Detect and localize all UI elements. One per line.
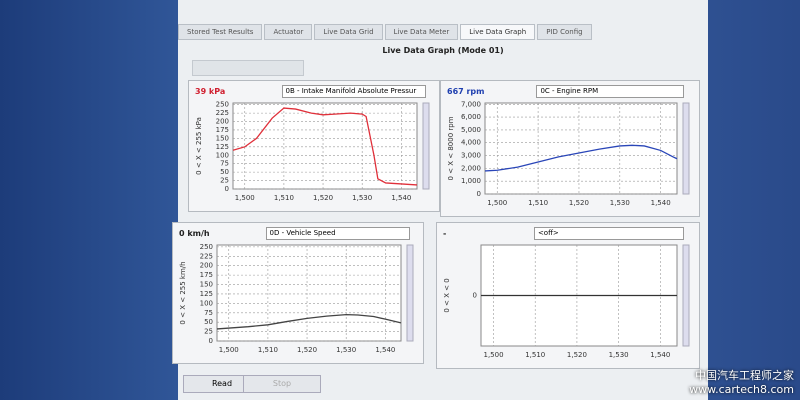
- y-tick-label: 200: [200, 262, 213, 270]
- y-tick-label: 6,000: [461, 113, 481, 121]
- toolbar: [192, 60, 304, 76]
- scrollbar: [406, 244, 414, 342]
- x-tick-label: 1,510: [274, 194, 294, 202]
- y-tick-label: 225: [216, 109, 229, 117]
- x-tick-label: 1,510: [525, 351, 545, 359]
- y-tick-label: 25: [220, 177, 229, 185]
- graph: 0 < X < 8000 rpm 0 1,000 2,000 3,000 4,000 5,0…: [447, 100, 690, 207]
- y-tick-label: 125: [200, 290, 213, 298]
- graph: 0 < X < 255 kPa 0255075100125150175200225…: [195, 101, 430, 202]
- y-tick-label: 250: [200, 243, 213, 251]
- x-tick-label: 1,520: [569, 199, 589, 207]
- x-tick-label: 1,530: [609, 351, 629, 359]
- y-tick-label: 225: [200, 252, 213, 260]
- x-tick-label: 1,540: [375, 346, 395, 354]
- x-tick-label: 1,520: [567, 351, 587, 359]
- x-tick-label: 1,510: [258, 346, 278, 354]
- x-tick-label: 1,520: [297, 346, 317, 354]
- watermark: 中国汽车工程师之家 www.cartech8.com: [689, 367, 794, 396]
- tab[interactable]: Actuator: [264, 24, 313, 40]
- x-tick-label: 1,510: [528, 199, 548, 207]
- x-tick-label: 1,500: [219, 346, 239, 354]
- y-tick-label: 175: [200, 271, 213, 279]
- tab-bar: Stored Test Results Actuator Live Data G…: [178, 24, 708, 40]
- y-tick-label: 100: [200, 299, 213, 307]
- reading: 0 km/h: [179, 229, 210, 238]
- pid-selector[interactable]: 0C - Engine RPM: [536, 85, 685, 98]
- reading: 667 rpm: [447, 87, 485, 96]
- scrollbar: [422, 102, 430, 190]
- y-tick-label: 0: [473, 292, 477, 300]
- y-tick-label: 250: [216, 101, 229, 109]
- plot-area: [216, 244, 402, 342]
- x-tick-label: 1,500: [487, 199, 507, 207]
- y-tick-label: 175: [216, 126, 229, 134]
- tab[interactable]: Live Data Meter: [384, 24, 459, 40]
- y-tick-label: 4,000: [461, 139, 481, 147]
- pid-selector[interactable]: 0D - Vehicle Speed: [265, 227, 410, 240]
- y-tick-label: 150: [200, 281, 213, 289]
- y-tick-label: 50: [220, 168, 229, 176]
- data-line: [216, 313, 402, 330]
- y-tick-label: 0: [477, 190, 481, 198]
- y-tick-label: 75: [220, 160, 229, 168]
- range-label: 0 < X < 255 kPa: [195, 117, 203, 175]
- x-tick-label: 1,540: [391, 194, 411, 202]
- title: Live Data Graph (Mode 01): [382, 46, 504, 55]
- pid-selector[interactable]: 0B - Intake Manifold Absolute Pressur: [281, 85, 426, 98]
- y-tick-label: 2,000: [461, 164, 481, 172]
- tab[interactable]: Live Data Graph: [460, 24, 536, 40]
- scrollbar: [682, 102, 690, 195]
- y-tick-label: 7,000: [461, 100, 481, 108]
- plot-area: [484, 102, 678, 195]
- y-tick-label: 25: [204, 328, 213, 336]
- y-tick-label: 1,000: [461, 177, 481, 185]
- x-tick-label: 1,530: [610, 199, 630, 207]
- range-label: 0 < X < 8000 rpm: [447, 116, 455, 180]
- graph: 0 < X < 0 0 1,500 1,510 1,520 1,530 1,540: [443, 244, 690, 359]
- chart-panel: - <off> 0 < X < 0 0 1,500 1,510 1,520 1,530 1,54…: [436, 222, 700, 369]
- x-tick-label: 1,540: [650, 351, 670, 359]
- chart-panel: 0 km/h 0D - Vehicle Speed 0 < X < 255 km/h…: [172, 222, 424, 364]
- pid-selector[interactable]: <off>: [533, 227, 684, 240]
- y-tick-label: 3,000: [461, 152, 481, 160]
- scrollbar: [682, 244, 690, 347]
- data-line: [484, 144, 678, 172]
- chart-panel: 39 kPa 0B - Intake Manifold Absolute Pres…: [188, 80, 440, 212]
- reading: -: [443, 229, 447, 238]
- watermark-url: www.cartech8.com: [689, 383, 794, 396]
- x-tick-label: 1,500: [483, 351, 503, 359]
- x-tick-label: 1,520: [313, 194, 333, 202]
- reading: 39 kPa: [195, 87, 226, 96]
- tab[interactable]: PID Config: [537, 24, 592, 40]
- range-label: 0 < X < 0: [443, 278, 451, 312]
- y-tick-label: 5,000: [461, 126, 481, 134]
- stop-button[interactable]: Stop: [243, 375, 321, 393]
- data-line: [232, 107, 418, 186]
- chart-panel: 667 rpm 0C - Engine RPM 0 < X < 8000 rpm 0 1…: [440, 80, 700, 217]
- y-tick-label: 0: [209, 337, 213, 345]
- tab[interactable]: Live Data Grid: [314, 24, 383, 40]
- x-tick-label: 1,500: [235, 194, 255, 202]
- y-tick-label: 75: [204, 309, 213, 317]
- y-tick-label: 100: [216, 151, 229, 159]
- plot-area: [232, 102, 418, 190]
- y-tick-label: 200: [216, 118, 229, 126]
- watermark-text: 中国汽车工程师之家: [695, 369, 794, 382]
- x-tick-label: 1,530: [336, 346, 356, 354]
- tab[interactable]: Stored Test Results: [178, 24, 263, 40]
- y-tick-label: 125: [216, 143, 229, 151]
- range-label: 0 < X < 255 km/h: [179, 261, 187, 324]
- x-tick-label: 1,530: [352, 194, 372, 202]
- x-tick-label: 1,540: [651, 199, 671, 207]
- window: Stored Test Results Actuator Live Data G…: [172, 0, 708, 400]
- y-tick-label: 0: [225, 185, 229, 193]
- y-tick-label: 150: [216, 134, 229, 142]
- y-tick-label: 50: [204, 318, 213, 326]
